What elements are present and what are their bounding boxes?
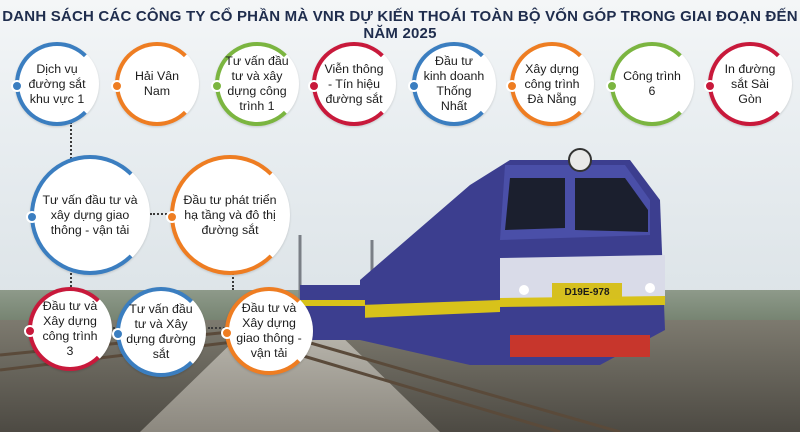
connector-line (150, 213, 175, 215)
bullet-dot-icon (408, 80, 420, 92)
company-bubble: Xây dựng công trình Đà Nẵng (506, 42, 594, 126)
company-name: Hải Vân Nam (134, 69, 180, 98)
company-name: Tư vấn đầu tư và Xây dựng đường sắt (126, 302, 196, 361)
bullet-dot-icon (26, 211, 38, 223)
company-name: Công trình 6 (623, 69, 681, 98)
page-title: DANH SÁCH CÁC CÔNG TY CỔ PHẦN MÀ VNR DỰ … (2, 8, 798, 42)
bullet-dot-icon (166, 211, 178, 223)
company-name: Viễn thông - Tín hiệu đường sắt (324, 61, 384, 106)
company-bubble: Tư vấn đầu tư và xây dựng công trình 1 (211, 42, 299, 126)
bullet-dot-icon (704, 80, 716, 92)
company-name: In đường sắt Sài Gòn (724, 61, 776, 106)
locomotive-number: D19E-978 (564, 287, 609, 298)
company-bubble: Hải Vân Nam (111, 42, 199, 126)
locomotive (300, 148, 665, 365)
company-bubble: Đầu tư và Xây dựng giao thông - vận tải (221, 287, 313, 375)
bullet-dot-icon (24, 325, 36, 337)
company-bubble: Đầu tư phát triển hạ tầng và đô thị đườn… (166, 155, 290, 275)
bullet-dot-icon (506, 80, 518, 92)
company-name: Đầu tư kinh doanh Thống Nhất (423, 54, 485, 113)
bullet-dot-icon (606, 80, 618, 92)
bullet-dot-icon (221, 327, 233, 339)
company-bubble: Tư vấn đầu tư và Xây dựng đường sắt (112, 287, 206, 377)
company-bubble: Đầu tư kinh doanh Thống Nhất (408, 42, 496, 126)
number-plate (552, 283, 622, 299)
company-name: Dịch vụ đường sắt khu vực 1 (28, 61, 86, 106)
connector-line (208, 327, 228, 329)
bullet-dot-icon (211, 80, 223, 92)
company-bubble: Dịch vụ đường sắt khu vực 1 (11, 42, 99, 126)
bullet-dot-icon (112, 328, 124, 340)
company-bubble: In đường sắt Sài Gòn (704, 42, 792, 126)
company-name: Đầu tư và Xây dựng giao thông - vận tải (236, 301, 302, 360)
company-name: Tư vấn đầu tư và xây dựng công trình 1 (225, 54, 289, 113)
company-bubble: Viễn thông - Tín hiệu đường sắt (308, 42, 396, 126)
company-name: Tư vấn đầu tư và xây dựng giao thông - v… (42, 192, 138, 237)
bullet-dot-icon (308, 80, 320, 92)
company-bubble: Công trình 6 (606, 42, 694, 126)
connector-line (70, 258, 72, 290)
company-bubble: Đầu tư và Xây dựng công trình 3 (24, 287, 112, 371)
bullet-dot-icon (11, 80, 23, 92)
company-name: Đầu tư và Xây dựng công trình 3 (42, 299, 98, 358)
company-name: Đầu tư phát triển hạ tầng và đô thị đườn… (183, 192, 277, 237)
bullet-dot-icon (111, 80, 123, 92)
company-name: Xây dựng công trình Đà Nẵng (524, 61, 580, 106)
company-bubble: Tư vấn đầu tư và xây dựng giao thông - v… (26, 155, 150, 275)
connector-line (70, 122, 72, 170)
